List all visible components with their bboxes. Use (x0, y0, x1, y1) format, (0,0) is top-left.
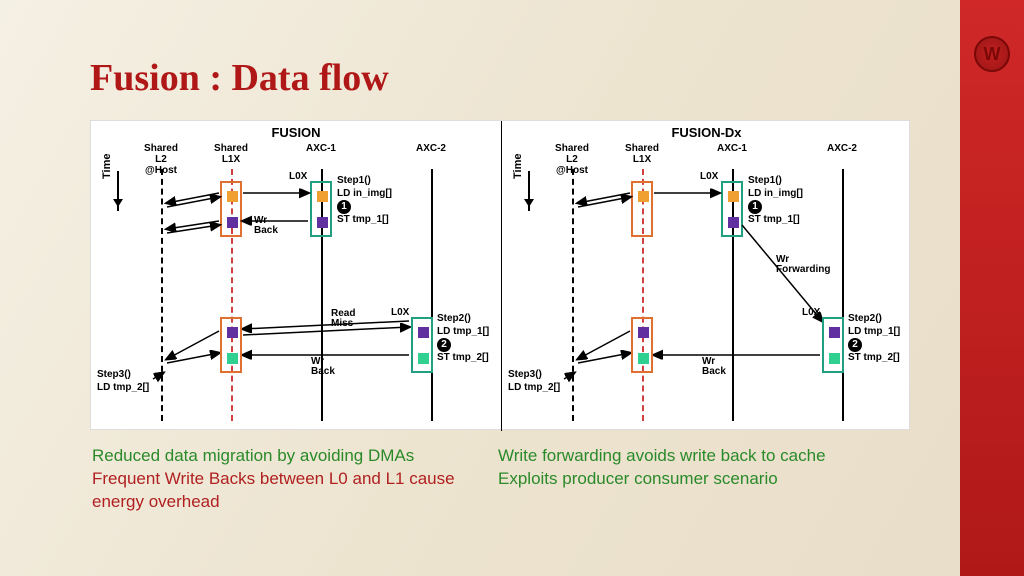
readmiss: ReadMiss (331, 309, 355, 329)
arrows-fusiondx (502, 121, 912, 431)
sq-purple (418, 327, 429, 338)
sidebar-red (960, 0, 1024, 576)
sq-green (638, 353, 649, 364)
step3-title: Step3() (97, 369, 131, 380)
note-l-green: Reduced data migration by avoiding DMAs (92, 446, 414, 465)
sq-green (227, 353, 238, 364)
wrback2: WrBack (311, 357, 335, 377)
note-r-1: Write forwarding avoids write back to ca… (498, 446, 826, 465)
dataflow-diagram: FUSION Shared L2@Host SharedL1X AXC-1 AX… (90, 120, 910, 430)
step3-l1: LD tmp_2[] (97, 382, 149, 393)
panel-fusion: FUSION Shared L2@Host SharedL1X AXC-1 AX… (91, 121, 501, 431)
l1x-lower-box (220, 317, 242, 373)
notes-left: Reduced data migration by avoiding DMAs … (92, 445, 472, 514)
sq-purple (829, 327, 840, 338)
l1x-lower-box (631, 317, 653, 373)
step2-num: 2 (848, 338, 862, 352)
step2-l1: LD tmp_1[] (848, 326, 900, 337)
panel-fusiondx: FUSION-Dx Shared L2@Host SharedL1X AXC-1… (501, 121, 911, 431)
step2-title: Step2() (437, 313, 471, 324)
l0x-label2: L0X (802, 307, 820, 318)
sq-green (418, 353, 429, 364)
step2-box: Step2() LD tmp_1[] 2 ST tmp_2[] (437, 313, 489, 365)
slide-title: Fusion : Data flow (90, 56, 389, 100)
l0x-label2: L0X (391, 307, 409, 318)
step3-title: Step3() (508, 369, 542, 380)
step2-title: Step2() (848, 313, 882, 324)
step2-l2: ST tmp_2[] (848, 352, 900, 363)
arrows-fusion (91, 121, 501, 431)
notes-right: Write forwarding avoids write back to ca… (498, 445, 838, 491)
wrback2: WrBack (702, 357, 726, 377)
axc2-l0x-box (411, 317, 433, 373)
step3-box: Step3() LD tmp_2[] (508, 369, 560, 394)
sq-green (829, 353, 840, 364)
step3-l1: LD tmp_2[] (508, 382, 560, 393)
note-l-red: Frequent Write Backs between L0 and L1 c… (92, 469, 455, 511)
step2-num: 2 (437, 338, 451, 352)
uw-logo: W (974, 36, 1010, 72)
sq-purple (638, 327, 649, 338)
logo-letter: W (984, 44, 1001, 65)
sq-purple (227, 327, 238, 338)
axc2-l0x-box (822, 317, 844, 373)
step3-box: Step3() LD tmp_2[] (97, 369, 149, 394)
step2-l2: ST tmp_2[] (437, 352, 489, 363)
step2-box: Step2() LD tmp_1[] 2 ST tmp_2[] (848, 313, 900, 365)
wrfwd: WrForwarding (776, 255, 830, 275)
step2-l1: LD tmp_1[] (437, 326, 489, 337)
note-r-2: Exploits producer consumer scenario (498, 469, 778, 488)
